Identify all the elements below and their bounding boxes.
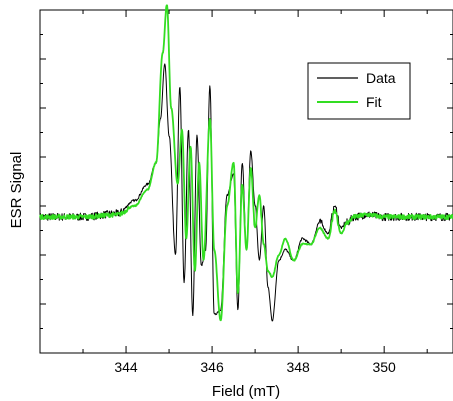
y-axis-label: ESR Signal — [8, 152, 25, 229]
series-layer — [39, 4, 453, 322]
legend-label-fit: Fit — [366, 94, 382, 110]
plot-frame — [39, 9, 453, 354]
legend: Data Fit — [307, 62, 411, 120]
x-axis-label: Field (mT) — [212, 383, 280, 400]
legend-box — [307, 62, 411, 120]
x-tick-label: 344 — [114, 359, 138, 375]
x-tick-label: 348 — [286, 359, 310, 375]
x-tick-label: 350 — [372, 359, 396, 375]
x-axis-ticks: 344 346 348 350 — [82, 10, 428, 375]
series-line-fit — [39, 4, 453, 322]
x-tick-label: 346 — [200, 359, 224, 375]
legend-label-data: Data — [366, 70, 396, 86]
